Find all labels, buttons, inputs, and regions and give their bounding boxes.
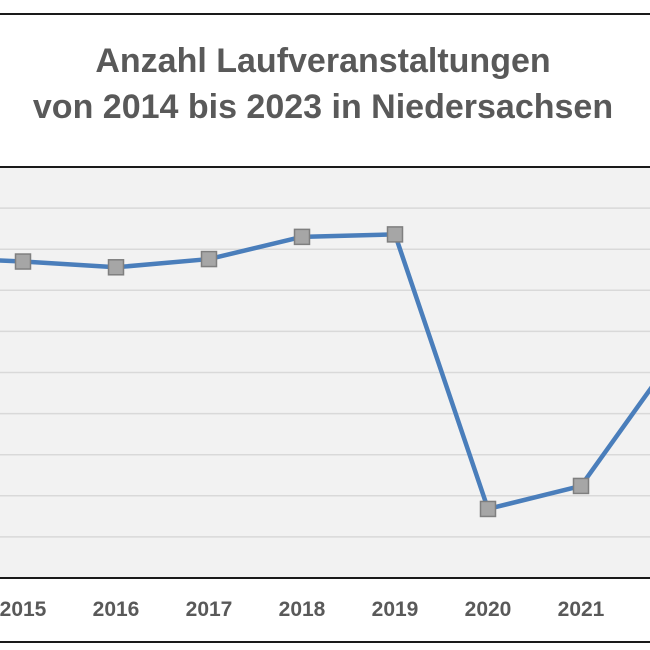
series-markers [14, 226, 590, 518]
x-tick-label-2020: 2020 [465, 598, 512, 621]
data-point-2017 [200, 250, 218, 268]
x-tick-label-2015: 2015 [0, 598, 47, 621]
data-point-2016 [107, 259, 125, 276]
data-point-2020 [479, 500, 497, 518]
chart-title-line-2: von 2014 bis 2023 in Niedersachsen [33, 88, 613, 126]
x-tick-label-2017: 2017 [186, 598, 233, 621]
series-line-path [0, 232, 650, 512]
x-tick-label-2021: 2021 [558, 598, 605, 621]
data-point-2018 [293, 228, 311, 246]
series-line [0, 232, 650, 512]
chart-title-line-1: Anzahl Laufveranstaltungen [95, 42, 550, 80]
data-point-2015 [14, 253, 32, 270]
data-point-2019 [386, 226, 404, 243]
gridlines [0, 207, 650, 538]
x-tick-label-2019: 2019 [372, 598, 419, 621]
chart-title: Anzahl Laufveranstaltungen von 2014 bis … [33, 42, 613, 126]
chart-border [0, 13, 650, 643]
x-tick-label-2016: 2016 [93, 598, 140, 621]
x-axis-tick-labels: 2014201520162017201820192020202120222023 [0, 598, 605, 621]
x-tick-label-2018: 2018 [279, 598, 326, 621]
data-point-2021 [572, 477, 590, 495]
